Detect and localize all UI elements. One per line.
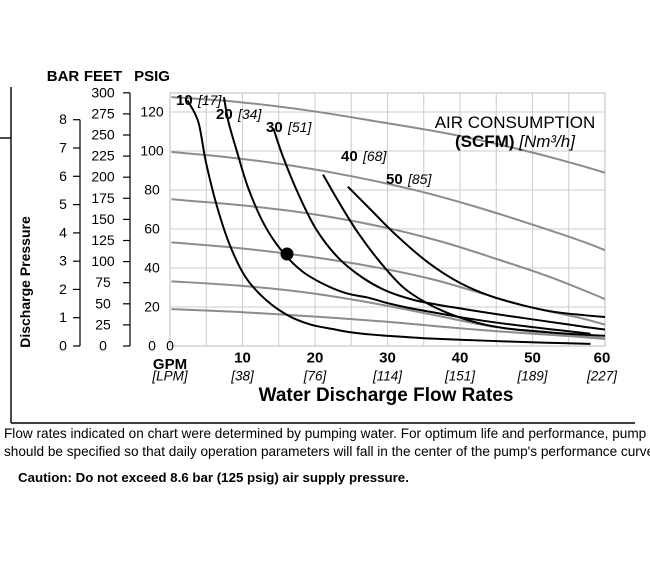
svg-text:20: 20 [307, 350, 324, 367]
svg-text:50: 50 [524, 350, 541, 367]
svg-text:25: 25 [95, 316, 111, 332]
svg-text:8: 8 [59, 111, 67, 127]
svg-text:[68]: [68] [362, 148, 387, 164]
svg-text:20: 20 [144, 299, 160, 315]
svg-text:0: 0 [99, 338, 107, 354]
svg-text:Caution: Do not exceed 8.6 bar: Caution: Do not exceed 8.6 bar (125 psig… [18, 470, 409, 485]
svg-text:[114]: [114] [372, 369, 403, 384]
svg-text:Flow rates indicated on chart: Flow rates indicated on chart were deter… [4, 426, 650, 441]
svg-text:40: 40 [144, 260, 160, 276]
svg-text:60: 60 [594, 350, 611, 367]
svg-text:10: 10 [176, 92, 193, 109]
svg-text:50: 50 [95, 295, 111, 311]
svg-text:10: 10 [234, 350, 251, 367]
svg-text:2: 2 [59, 281, 67, 297]
svg-text:[34]: [34] [237, 106, 262, 122]
svg-text:100: 100 [91, 253, 115, 269]
svg-text:0: 0 [59, 338, 67, 354]
svg-text:[189]: [189] [516, 369, 548, 384]
svg-text:80: 80 [144, 182, 160, 198]
svg-text:[LPM]: [LPM] [151, 369, 189, 384]
svg-text:0: 0 [166, 338, 174, 354]
svg-text:4: 4 [59, 224, 67, 240]
svg-text:(SCFM) [Nm³/h]: (SCFM) [Nm³/h] [455, 132, 576, 151]
svg-text:[151]: [151] [444, 369, 476, 384]
svg-text:PSIG: PSIG [134, 68, 170, 85]
svg-text:AIR CONSUMPTION: AIR CONSUMPTION [435, 113, 596, 132]
svg-text:100: 100 [140, 143, 164, 159]
svg-text:225: 225 [91, 148, 115, 164]
svg-text:Discharge Pressure: Discharge Pressure [17, 216, 33, 348]
svg-text:BAR: BAR [47, 68, 80, 85]
svg-text:300: 300 [91, 84, 115, 100]
svg-text:60: 60 [144, 221, 160, 237]
svg-text:175: 175 [91, 190, 115, 206]
svg-text:Water Discharge Flow Rates: Water Discharge Flow Rates [259, 385, 514, 406]
svg-text:30: 30 [266, 119, 283, 136]
svg-text:200: 200 [91, 169, 115, 185]
svg-text:[76]: [76] [303, 369, 328, 384]
svg-text:should be specified so that da: should be specified so that daily operat… [4, 444, 650, 459]
svg-text:75: 75 [95, 274, 111, 290]
svg-text:150: 150 [91, 211, 115, 227]
svg-text:[51]: [51] [287, 119, 312, 135]
svg-text:[85]: [85] [407, 171, 432, 187]
svg-text:250: 250 [91, 127, 115, 143]
svg-text:FEET: FEET [84, 68, 122, 85]
svg-text:40: 40 [452, 350, 469, 367]
svg-text:50: 50 [386, 171, 403, 188]
svg-text:120: 120 [140, 104, 164, 120]
svg-text:20: 20 [216, 106, 233, 123]
svg-text:7: 7 [59, 140, 67, 156]
svg-text:[38]: [38] [230, 369, 255, 384]
svg-text:0: 0 [148, 338, 156, 354]
svg-text:[227]: [227] [586, 369, 618, 384]
svg-text:3: 3 [59, 253, 67, 269]
svg-text:30: 30 [379, 350, 396, 367]
svg-text:125: 125 [91, 232, 115, 248]
svg-text:5: 5 [59, 196, 67, 212]
svg-text:40: 40 [341, 148, 358, 165]
svg-text:275: 275 [91, 105, 115, 121]
svg-text:6: 6 [59, 168, 67, 184]
svg-text:1: 1 [59, 309, 67, 325]
